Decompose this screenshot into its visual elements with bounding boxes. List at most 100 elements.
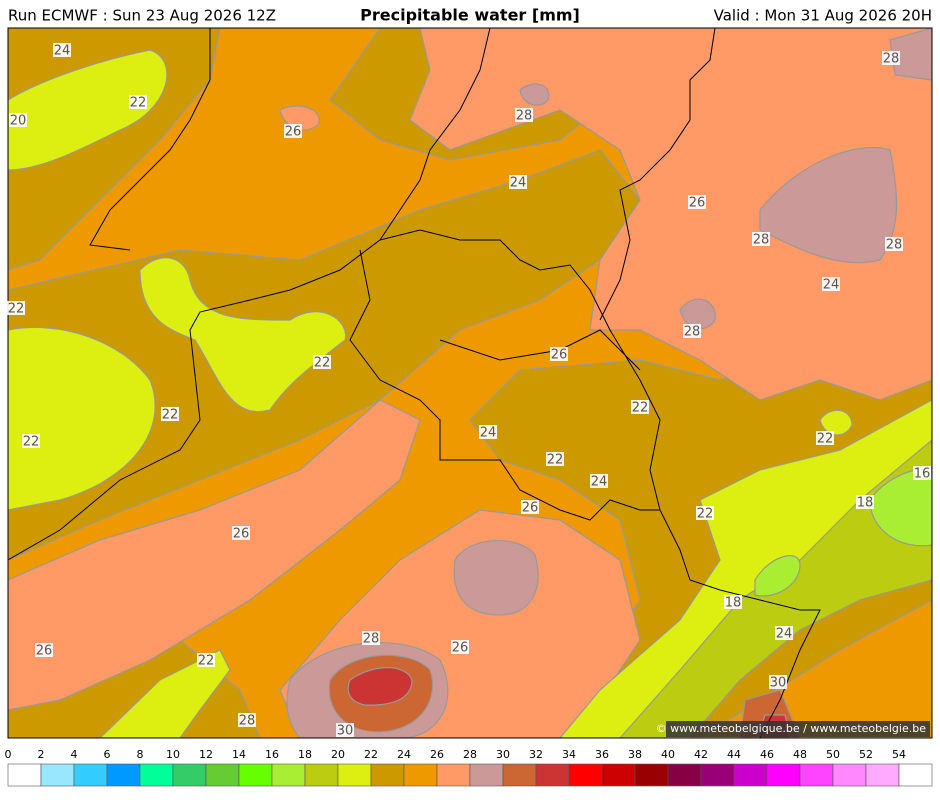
legend-tick-label: 48 <box>793 748 807 761</box>
contour-label: 24 <box>54 44 71 59</box>
contour-label-box <box>822 277 840 291</box>
legend-tick-label: 34 <box>562 748 576 761</box>
legend-swatch <box>700 763 735 787</box>
contour-label-box <box>238 713 256 727</box>
legend-tick-label: 8 <box>137 748 144 761</box>
contour-label: 26 <box>689 196 706 211</box>
contour-label-box <box>724 595 742 609</box>
contour-label: 22 <box>817 432 834 447</box>
contour-label-box <box>515 108 533 122</box>
legend-swatch <box>865 763 900 787</box>
legend-tick-label: 4 <box>71 748 78 761</box>
contour-label: 18 <box>725 596 742 611</box>
legend-tick-label: 18 <box>298 748 312 761</box>
contour-label-box <box>35 643 53 657</box>
legend-tick-label: 12 <box>199 748 213 761</box>
contour-label-box <box>197 653 215 667</box>
contour-label-box <box>856 495 874 509</box>
contour-label: 24 <box>823 278 840 293</box>
contour-label: 22 <box>8 302 25 317</box>
contour-label-box <box>129 95 147 109</box>
legend-tick-label: 0 <box>5 748 12 761</box>
legend-tick-label: 30 <box>496 748 510 761</box>
legend: 0 2 4 6 8 10 12 14 16 18 20 22 24 26 28 30 32 34 36 38 40 42 4… <box>5 748 933 787</box>
contour-label-box <box>752 232 770 246</box>
legend-tick-label: 26 <box>430 748 444 761</box>
contour-label: 20 <box>10 114 27 129</box>
contour-label-box <box>479 425 497 439</box>
contour-label-box <box>284 124 302 138</box>
contour-label-box <box>816 431 834 445</box>
contour-label-box <box>688 195 706 209</box>
legend-tick-label: 28 <box>463 748 477 761</box>
contour-label: 26 <box>285 125 302 140</box>
legend-swatch <box>832 763 867 787</box>
contour-label: 26 <box>551 348 568 363</box>
legend-tick-label: 2 <box>38 748 45 761</box>
credit-box <box>666 721 930 737</box>
legend-tick-label: 50 <box>826 748 840 761</box>
legend-swatch <box>40 763 75 787</box>
contour-label: 22 <box>162 408 179 423</box>
valid-info: Valid : Mon 31 Aug 2026 20H <box>714 7 932 25</box>
legend-swatch <box>106 763 141 787</box>
contour-label: 24 <box>776 627 793 642</box>
contour-label-box <box>550 347 568 361</box>
legend-tick-label: 54 <box>892 748 906 761</box>
contour-label-box <box>161 407 179 421</box>
legend-tick-label: 14 <box>232 748 246 761</box>
run-info: Run ECMWF : Sun 23 Aug 2026 12Z <box>8 7 276 25</box>
contour-label-box <box>913 466 931 480</box>
legend-swatch <box>304 763 339 787</box>
contour-label: 28 <box>753 233 770 248</box>
legend-swatch <box>898 763 933 787</box>
map-title: Precipitable water [mm] <box>360 6 580 25</box>
contour-label-box <box>7 301 25 315</box>
legend-swatch <box>403 763 438 787</box>
contour-label-box <box>53 43 71 57</box>
legend-tick-label: 32 <box>529 748 543 761</box>
legend-tick-label: 38 <box>628 748 642 761</box>
legend-tick-label: 16 <box>265 748 279 761</box>
contour-label-box <box>313 355 331 369</box>
contour-label: 28 <box>883 52 900 67</box>
contour-label: 22 <box>198 654 215 669</box>
legend-swatch <box>172 763 207 787</box>
legend-swatch <box>337 763 372 787</box>
contour-label: 30 <box>337 724 354 739</box>
legend-swatch <box>469 763 504 787</box>
legend-swatch <box>535 763 570 787</box>
contour-label-box <box>336 723 354 737</box>
contour-label: 24 <box>480 426 497 441</box>
contour-label-box <box>696 506 714 520</box>
credit: © www.meteobelgique.be / www.meteobelgie… <box>656 722 927 735</box>
contour-label: 16 <box>914 467 931 482</box>
contour-label: 26 <box>36 644 53 659</box>
contour-label-box <box>521 500 539 514</box>
legend-swatch <box>436 763 471 787</box>
legend-swatch <box>568 763 603 787</box>
legend-swatch <box>73 763 108 787</box>
legend-tick-label: 20 <box>331 748 345 761</box>
contour-label: 28 <box>886 238 903 253</box>
contour-label: 28 <box>684 325 701 340</box>
contour-label-box <box>22 434 40 448</box>
contour-label: 24 <box>591 475 608 490</box>
legend-tick-label: 10 <box>166 748 180 761</box>
legend-tick-label: 22 <box>364 748 378 761</box>
legend-tick-label: 46 <box>760 748 774 761</box>
legend-tick-label: 6 <box>104 748 111 761</box>
legend-swatch <box>7 763 42 787</box>
contour-labels: 24 22 20 26 28 28 24 26 28 28 24 22 28 26 22 22 22 22 24 22… <box>7 43 931 739</box>
contour-label: 26 <box>233 527 250 542</box>
contour-label: 24 <box>510 176 527 191</box>
legend-swatch <box>502 763 537 787</box>
legend-swatch <box>271 763 306 787</box>
contour-label: 28 <box>239 714 256 729</box>
legend-tick-label: 24 <box>397 748 411 761</box>
legend-swatch <box>205 763 240 787</box>
contour-label: 22 <box>547 453 564 468</box>
contour-label-box <box>885 237 903 251</box>
legend-swatch <box>634 763 669 787</box>
